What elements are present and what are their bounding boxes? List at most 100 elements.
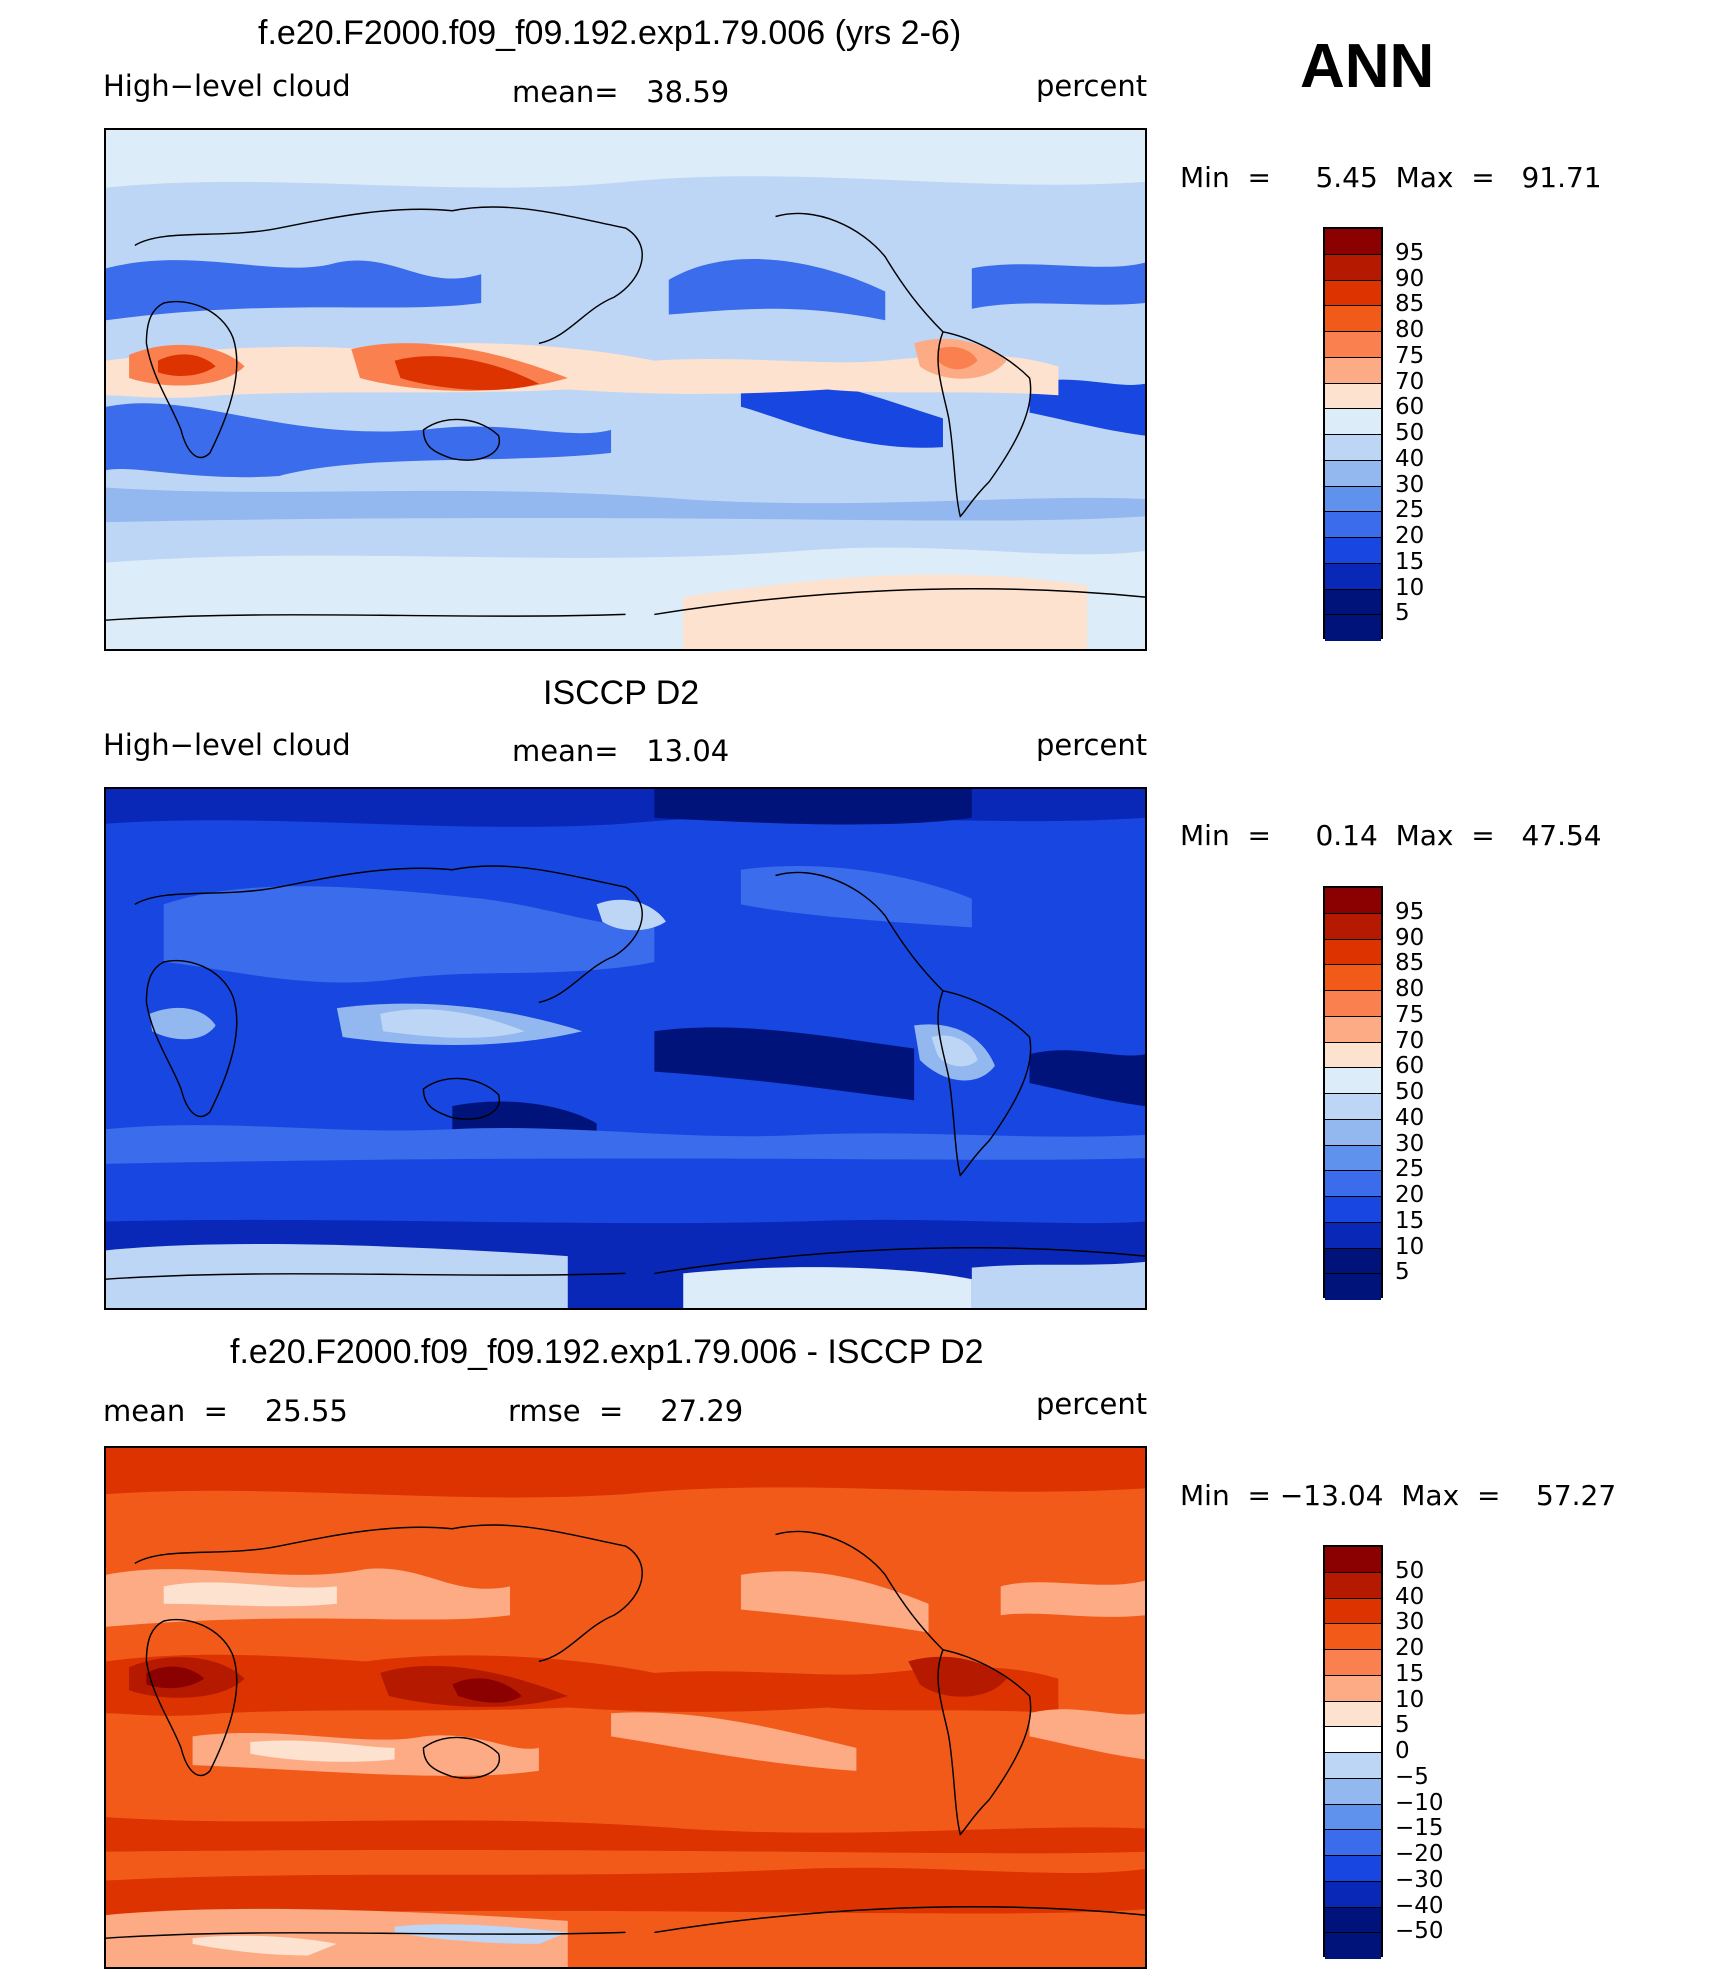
- colorbar-swatch: [1325, 1598, 1381, 1625]
- map-field: [106, 789, 1145, 1308]
- colorbar-swatch: [1325, 1171, 1381, 1197]
- colorbar-tick-label: 30: [1395, 1130, 1425, 1157]
- colorbar-swatch: [1325, 965, 1381, 991]
- colorbar-tick-label: 5: [1395, 1712, 1410, 1739]
- colorbar-tick-label: 20: [1395, 1635, 1425, 1661]
- colorbar-tick-label: 10: [1395, 1686, 1425, 1713]
- colorbar-swatch: [1325, 1119, 1381, 1146]
- colorbar-swatch: [1325, 486, 1381, 513]
- colorbar-swatch: [1325, 1675, 1381, 1702]
- colorbar-tick-label: 50: [1395, 1079, 1425, 1105]
- colorbar-tick-label: 75: [1395, 1001, 1425, 1028]
- units-label: percent: [1036, 728, 1148, 762]
- colorbar-tick-label: 80: [1395, 976, 1425, 1002]
- colorbar-swatch: [1325, 1933, 1381, 1959]
- map-panel: [104, 1446, 1147, 1969]
- colorbar-swatch: [1325, 1068, 1381, 1094]
- mean-label: mean= 13.04: [512, 734, 730, 768]
- colorbar-tick-label: −15: [1395, 1815, 1444, 1842]
- colorbar-tick-label: 85: [1395, 291, 1425, 318]
- colorbar-tick-label: 0: [1395, 1738, 1410, 1764]
- colorbar-tick-label: 90: [1395, 265, 1425, 292]
- colorbar-swatch: [1325, 1804, 1381, 1831]
- colorbar-tick-label: 70: [1395, 368, 1425, 395]
- colorbar-swatch: [1325, 357, 1381, 384]
- colorbar-tick-label: 15: [1395, 548, 1425, 575]
- colorbar-swatch: [1325, 1572, 1381, 1599]
- colorbar-tick-label: 95: [1395, 239, 1425, 266]
- colorbar-swatch: [1325, 435, 1381, 461]
- colorbar-swatch: [1325, 460, 1381, 487]
- colorbar-tick-label: −40: [1395, 1892, 1444, 1919]
- colorbar-tick-label: 95: [1395, 898, 1425, 925]
- colorbar-tick-label: 15: [1395, 1207, 1425, 1234]
- colorbar-swatch: [1325, 254, 1381, 281]
- map-panel: [104, 128, 1147, 651]
- colorbar: [1323, 1545, 1383, 1959]
- colorbar-swatch: [1325, 1094, 1381, 1120]
- colorbar-tick-label: −10: [1395, 1789, 1444, 1816]
- colorbar-tick-label: 20: [1395, 1182, 1425, 1208]
- colorbar-tick-label: 20: [1395, 523, 1425, 549]
- colorbar-tick-label: 60: [1395, 1053, 1425, 1080]
- colorbar-tick-label: 10: [1395, 574, 1425, 601]
- colorbar-swatch: [1325, 991, 1381, 1017]
- colorbar-tick-label: 75: [1395, 342, 1425, 369]
- colorbar-swatch: [1325, 280, 1381, 307]
- map-field: [106, 1448, 1145, 1967]
- colorbar-tick-label: 90: [1395, 924, 1425, 951]
- colorbar: [1323, 886, 1383, 1300]
- colorbar-tick-label: 50: [1395, 1557, 1425, 1584]
- panel-title: f.e20.F2000.f09_f09.192.exp1.79.006 - IS…: [230, 1333, 984, 1371]
- colorbar-swatch: [1325, 1856, 1381, 1882]
- colorbar-swatch: [1325, 1274, 1381, 1300]
- colorbar-tick-label: −5: [1395, 1763, 1429, 1790]
- colorbar-swatch: [1325, 1197, 1381, 1223]
- colorbar-swatch: [1325, 1145, 1381, 1172]
- colorbar-tick-label: 15: [1395, 1660, 1425, 1687]
- colorbar-tick-label: 30: [1395, 1609, 1425, 1636]
- colorbar-tick-label: 30: [1395, 471, 1425, 498]
- colorbar-tick-label: 40: [1395, 445, 1425, 472]
- colorbar-swatch: [1325, 1727, 1381, 1753]
- colorbar-swatch: [1325, 1547, 1381, 1573]
- colorbar-swatch: [1325, 229, 1381, 255]
- season-label: ANN: [1300, 32, 1435, 101]
- colorbar-swatch: [1325, 306, 1381, 332]
- colorbar-tick-label: 40: [1395, 1583, 1425, 1610]
- panel-title: ISCCP D2: [543, 674, 700, 712]
- colorbar-tick-label: 60: [1395, 394, 1425, 421]
- colorbar-tick-label: 40: [1395, 1104, 1425, 1131]
- colorbar-swatch: [1325, 1830, 1381, 1856]
- colorbar-tick-label: 25: [1395, 1156, 1425, 1183]
- variable-label: High−level cloud: [103, 69, 351, 103]
- colorbar-tick-label: −30: [1395, 1866, 1444, 1893]
- colorbar-swatch: [1325, 1222, 1381, 1249]
- colorbar-swatch: [1325, 563, 1381, 590]
- colorbar-swatch: [1325, 615, 1381, 641]
- colorbar-tick-label: 5: [1395, 600, 1410, 627]
- min-max-label: Min = 5.45 Max = 91.71: [1180, 161, 1602, 194]
- colorbar-swatch: [1325, 1016, 1381, 1043]
- colorbar-swatch: [1325, 1907, 1381, 1934]
- colorbar-tick-label: 5: [1395, 1259, 1410, 1286]
- min-max-label: Min = 0.14 Max = 47.54: [1180, 819, 1602, 852]
- variable-label: High−level cloud: [103, 728, 351, 762]
- colorbar-tick-label: −50: [1395, 1918, 1444, 1945]
- colorbar-tick-label: 25: [1395, 497, 1425, 524]
- units-label: percent: [1036, 69, 1148, 103]
- units-label: percent: [1036, 1387, 1148, 1421]
- colorbar-swatch: [1325, 1778, 1381, 1805]
- colorbar-swatch: [1325, 1753, 1381, 1779]
- colorbar-swatch: [1325, 1624, 1381, 1650]
- colorbar-swatch: [1325, 1701, 1381, 1728]
- colorbar-swatch: [1325, 1881, 1381, 1908]
- mean-label: mean = 25.55: [103, 1394, 348, 1428]
- colorbar-tick-label: 80: [1395, 317, 1425, 343]
- panel-title: f.e20.F2000.f09_f09.192.exp1.79.006 (yrs…: [258, 14, 962, 52]
- colorbar-tick-label: 50: [1395, 420, 1425, 446]
- colorbar-swatch: [1325, 1650, 1381, 1676]
- colorbar-tick-label: 85: [1395, 950, 1425, 977]
- map-field: [106, 130, 1145, 649]
- colorbar-swatch: [1325, 512, 1381, 538]
